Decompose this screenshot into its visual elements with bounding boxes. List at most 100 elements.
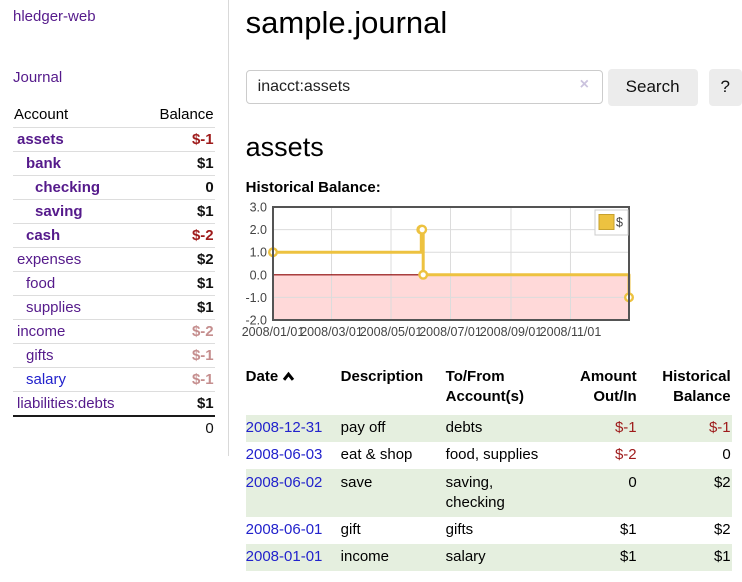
historical-balance-chart: $3.0 2.0 1.0 0.0 -1.0 -2.0 2008/01/01 2008/03/0… [241,201,637,346]
account-link[interactable]: cash [26,227,61,244]
account-link[interactable]: expenses [17,251,82,268]
register-row: 2008-01-01 income salary $1 $1 [245,543,732,572]
register-accounts: debts [445,419,483,437]
register-date-link[interactable]: 2008-06-02 [245,473,323,491]
register-description: pay off [340,419,386,437]
y-tick-label: 2.0 [249,223,266,237]
account-link[interactable]: gifts [26,347,54,364]
register-accounts: food, supplies [445,446,539,464]
account-balance: $1 [143,295,215,320]
account-balance: $1 [143,199,215,224]
x-tick-label: 2008/07/01 [419,325,482,339]
register-header-date-label: Date [245,368,279,386]
account-row: checking 0 [13,175,215,200]
account-row: supplies $1 [13,295,215,320]
account-link[interactable]: checking [35,179,101,196]
account-link[interactable]: salary [26,371,67,388]
accounts-header-balance: Balance [143,103,215,128]
y-tick-label: -1.0 [245,291,267,305]
account-row: food $1 [13,271,215,296]
app-brand-link[interactable]: hledger-web [13,8,96,25]
account-link[interactable]: income [17,323,66,340]
account-balance: $1 [143,271,215,296]
register-balance: $2 [713,521,731,539]
legend-label: $ [616,216,623,230]
clear-search-icon[interactable]: × [579,75,589,93]
account-row: salary $-1 [13,367,215,392]
register-header-balance: Historical Balance [662,368,731,406]
register-amount: $-1 [614,419,637,437]
chart-title: Historical Balance: [245,179,381,197]
x-tick-label: 2008/01/01 [241,325,304,339]
accounts-total-row: 0 [13,415,215,440]
register-row: 2008-06-02 save saving, checking 0 $2 [245,469,732,517]
register-description: eat & shop [340,446,413,464]
accounts-total-spacer [13,415,144,440]
register-row: 2008-06-03 eat & shop food, supplies $-2 0 [246,442,732,469]
account-balance: $-1 [143,127,215,152]
account-link[interactable]: supplies [26,299,82,316]
sidebar: hledger-web Journal Account Balance asse… [0,0,229,456]
register-description: income [340,548,390,566]
x-tick-label: 2008/03/01 [300,325,363,339]
register-accounts: gifts [445,521,474,539]
account-link[interactable]: assets [17,131,64,148]
register-body: 2008-12-31 pay off debts $-1 $-1 2008-06-03 ea… [245,414,732,572]
accounts-table: Account Balance assets $-1 bank $1 checking 0… [13,103,215,440]
register-date-link[interactable]: 2008-06-03 [245,446,323,464]
account-link[interactable]: liabilities:debts [17,395,115,412]
account-link[interactable]: bank [26,155,62,172]
y-tick-label: -2.0 [245,314,267,328]
account-balance: $1 [143,151,215,176]
account-balance: $-1 [143,367,215,392]
main-content: sample.journal × Search ? assets Histori… [229,0,742,572]
accounts-header-row: Account Balance [13,103,215,128]
sort-ascending-icon [283,371,295,381]
register-row: 2008-12-31 pay off debts $-1 $-1 [245,414,732,442]
chart-svg: $3.0 2.0 1.0 0.0 -1.0 -2.02008/01/012008/03/0… [241,201,634,339]
register-description: gift [340,521,361,539]
search-input[interactable] [245,70,603,105]
account-balance: 0 [143,175,215,200]
sidebar-item-journal[interactable]: Journal [13,69,63,86]
y-tick-label: 0.0 [249,268,266,282]
register-table: Date Description To/From Account(s) Amou… [245,365,732,572]
register-accounts: salary [445,548,486,566]
register-date-link[interactable]: 2008-01-01 [245,548,323,566]
account-link[interactable]: food [26,275,56,292]
accounts-body: assets $-1 bank $1 checking 0 saving $1 cash $-2 e… [13,127,215,417]
account-link[interactable]: saving [35,203,83,220]
accounts-header-account: Account [13,103,144,128]
register-row: 2008-06-01 gift gifts $1 $2 [246,517,732,544]
register-date-link[interactable]: 2008-12-31 [245,419,323,437]
register-header-date[interactable]: Date [246,365,341,415]
page-title: sample.journal [245,5,448,40]
search-form: × Search ? [245,68,742,106]
register-description: save [340,473,373,491]
register-header-description: Description [340,368,424,386]
x-tick-label: 2008/09/01 [479,325,542,339]
search-button[interactable]: Search [607,68,698,106]
account-balance: $2 [143,247,215,272]
register-date-link[interactable]: 2008-06-01 [245,521,323,539]
register-header-row: Date Description To/From Account(s) Amou… [246,365,732,415]
account-row: income $-2 [13,319,215,344]
account-row: gifts $-1 [13,343,215,368]
x-tick-label: 2008/05/01 [359,325,422,339]
account-balance: $-2 [143,319,215,344]
account-row: bank $1 [13,151,215,176]
register-balance: 0 [722,446,731,464]
legend-swatch [598,214,615,231]
register-accounts: saving, checking [445,473,505,511]
chart-legend: $ [594,209,629,236]
register-amount: 0 [628,473,637,491]
register-balance: $1 [713,548,731,566]
account-row: expenses $2 [13,247,215,272]
register-balance: $2 [713,473,731,491]
help-button[interactable]: ? [708,68,742,106]
account-row: cash $-2 [13,223,215,248]
account-row: assets $-1 [13,127,215,152]
register-amount: $1 [619,548,637,566]
y-tick-label: 3.0 [249,201,266,215]
